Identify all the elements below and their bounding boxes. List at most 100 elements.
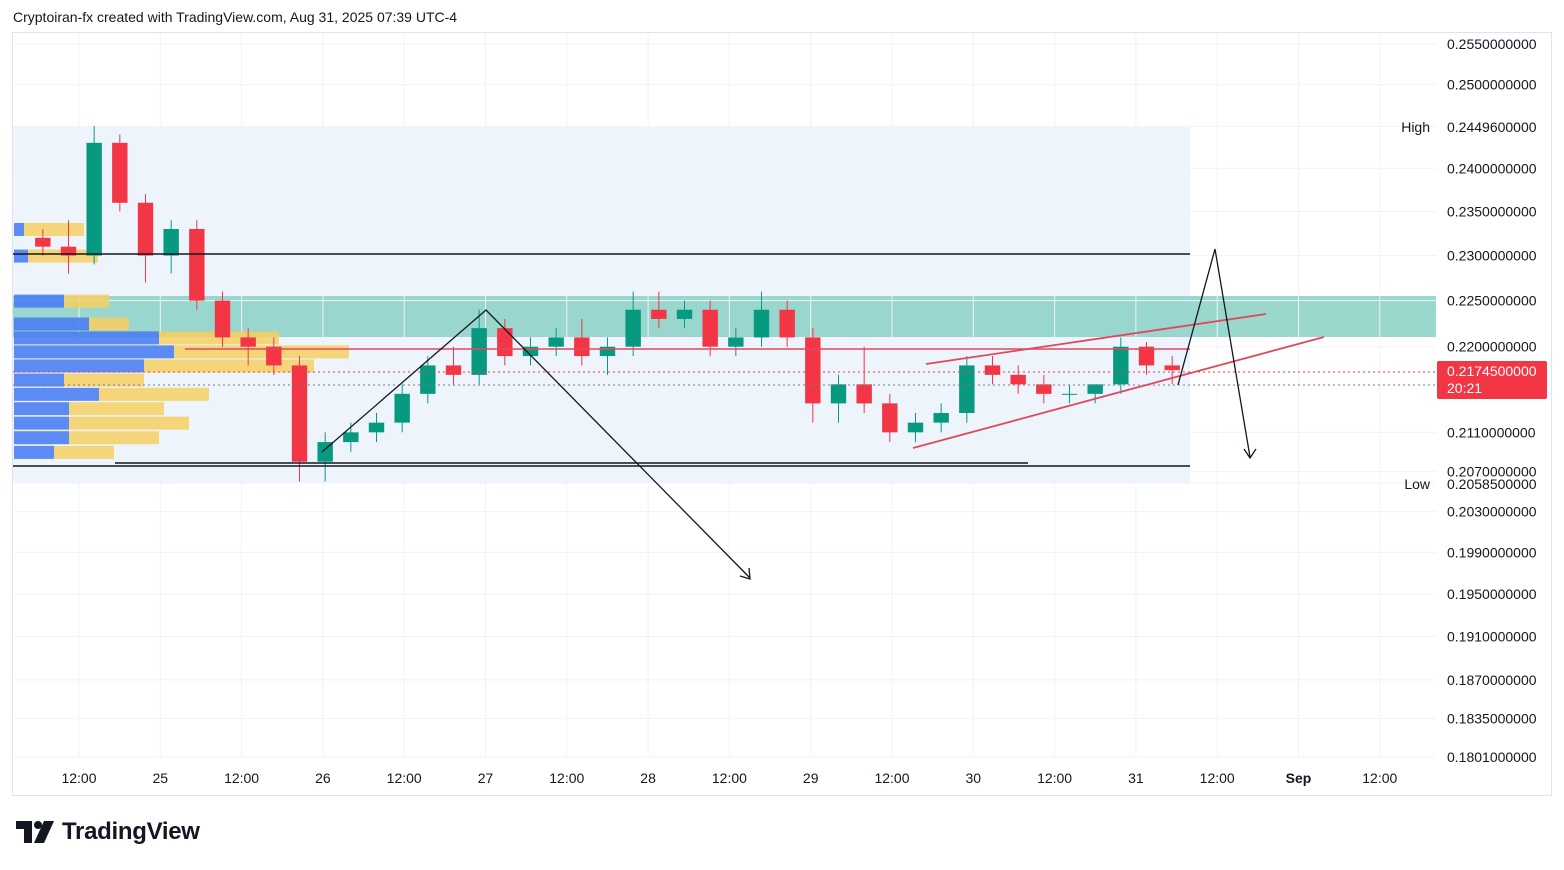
candle-body [805, 337, 821, 404]
candle-body [240, 337, 256, 347]
time-tick-label: 12:00 [224, 770, 259, 786]
candle-body [163, 228, 179, 256]
candle-body [933, 412, 949, 423]
candle-body [137, 202, 154, 256]
volume-profile-bar-up [14, 294, 64, 308]
candle-body [728, 337, 744, 347]
time-tick-label: 31 [1128, 770, 1144, 786]
volume-profile-bar-down [89, 317, 129, 331]
price-tick-label: 0.2030000000 [1447, 504, 1537, 520]
time-tick-label: 30 [966, 770, 982, 786]
wedge-lower-line [912, 336, 1325, 449]
candle-body [959, 365, 975, 413]
arrowhead-right [1243, 448, 1257, 460]
volume-profile-bar-down [174, 345, 349, 359]
projection-annotation-right [1177, 248, 1251, 458]
volume-profile-bar-down [64, 373, 144, 387]
low-label: Low [1404, 476, 1431, 492]
volume-profile-bar-down [54, 445, 114, 459]
volume-profile-bar-down [144, 359, 314, 373]
grid [13, 33, 1436, 758]
candle-body [984, 365, 1001, 375]
volume-profile-bar-down [24, 222, 84, 236]
time-tick-label: 25 [153, 770, 169, 786]
volume-profile-bar-up [14, 359, 144, 373]
time-tick-label: 12:00 [387, 770, 422, 786]
candle-body [471, 328, 487, 375]
volume-profile-bar-down [99, 387, 209, 401]
volume-profile-bar-up [14, 249, 28, 263]
candle-body [548, 337, 564, 347]
candle-body [189, 228, 205, 301]
volume-profile [14, 222, 349, 459]
arrowhead-left [739, 567, 751, 580]
wedge-upper-line [925, 313, 1267, 365]
time-tick-label: 12:00 [1362, 770, 1397, 786]
candle-body [830, 384, 847, 404]
volume-profile-bar-up [14, 387, 99, 401]
price-tick-label: 0.2300000000 [1447, 248, 1537, 264]
candle-body [882, 403, 898, 433]
time-tick-label: 12:00 [1037, 770, 1072, 786]
price-tick-label: 0.1835000000 [1447, 711, 1537, 727]
candle-body [522, 346, 539, 357]
candle-body [497, 328, 513, 357]
volume-profile-bar-up [14, 445, 54, 459]
candle-body [86, 142, 102, 256]
candle-body [1087, 384, 1103, 394]
candle-body [676, 309, 693, 319]
candle-body [625, 309, 641, 347]
candle-body [1036, 384, 1052, 394]
candle-body [753, 309, 770, 338]
time-tick-label: 28 [640, 770, 656, 786]
candle-body [1061, 393, 1078, 395]
price-tick-label: 0.2110000000 [1447, 424, 1536, 440]
chart-frame[interactable] [12, 32, 1552, 796]
price-tick-label: 0.2550000000 [1447, 36, 1537, 52]
volume-profile-bar-up [14, 317, 89, 331]
current-price-countdown: 20:21 [1447, 380, 1482, 396]
volume-profile-bar-up [14, 416, 69, 430]
time-tick-label: 26 [315, 770, 331, 786]
candle-body [445, 365, 462, 375]
time-tick-label: 12:00 [61, 770, 96, 786]
price-tick-label: 0.2400000000 [1447, 160, 1537, 176]
candle-body [368, 422, 385, 433]
candle-body [60, 246, 77, 256]
price-tick-label: 0.1910000000 [1447, 629, 1537, 645]
candle-body [574, 337, 590, 357]
time-tick-label: 12:00 [712, 770, 747, 786]
candle-body [394, 393, 410, 423]
volume-profile-bar-up [14, 373, 64, 387]
price-tick-label: 0.2350000000 [1447, 203, 1537, 219]
volume-profile-bar-up [14, 331, 159, 345]
candle-body [856, 384, 872, 404]
volume-profile-bar-down [69, 416, 189, 430]
chart-caption: Cryptoiran-fx created with TradingView.c… [13, 9, 458, 25]
price-tick-label: 0.2200000000 [1447, 339, 1537, 355]
volume-profile-bar-down [28, 249, 98, 263]
candle-body [35, 237, 51, 247]
price-tick-label: 0.1870000000 [1447, 672, 1537, 688]
candles [35, 126, 1180, 482]
volume-profile-bar-up [14, 431, 69, 445]
volume-profile-bar-down [64, 294, 109, 308]
current-price-value: 0.2174500000 [1447, 363, 1537, 379]
volume-profile-bar-up [14, 345, 174, 359]
volume-profile-bar-down [69, 402, 164, 416]
volume-profile-bar-up [14, 222, 24, 236]
tradingview-logo[interactable]: TradingView [16, 818, 200, 846]
candle-body [1113, 346, 1129, 385]
price-tick-label: 0.1950000000 [1447, 586, 1537, 602]
time-tick-label: 12:00 [874, 770, 909, 786]
candle-body [214, 300, 231, 338]
candle-body [317, 442, 333, 462]
supply-zone [13, 296, 1436, 337]
tradingview-logo-icon [16, 821, 54, 843]
high-value: 0.2449600000 [1447, 119, 1537, 135]
candle-body [266, 346, 282, 366]
price-tick-label: 0.2250000000 [1447, 293, 1537, 309]
low-value: 0.2058500000 [1447, 476, 1537, 492]
volume-profile-bar-up [14, 402, 69, 416]
